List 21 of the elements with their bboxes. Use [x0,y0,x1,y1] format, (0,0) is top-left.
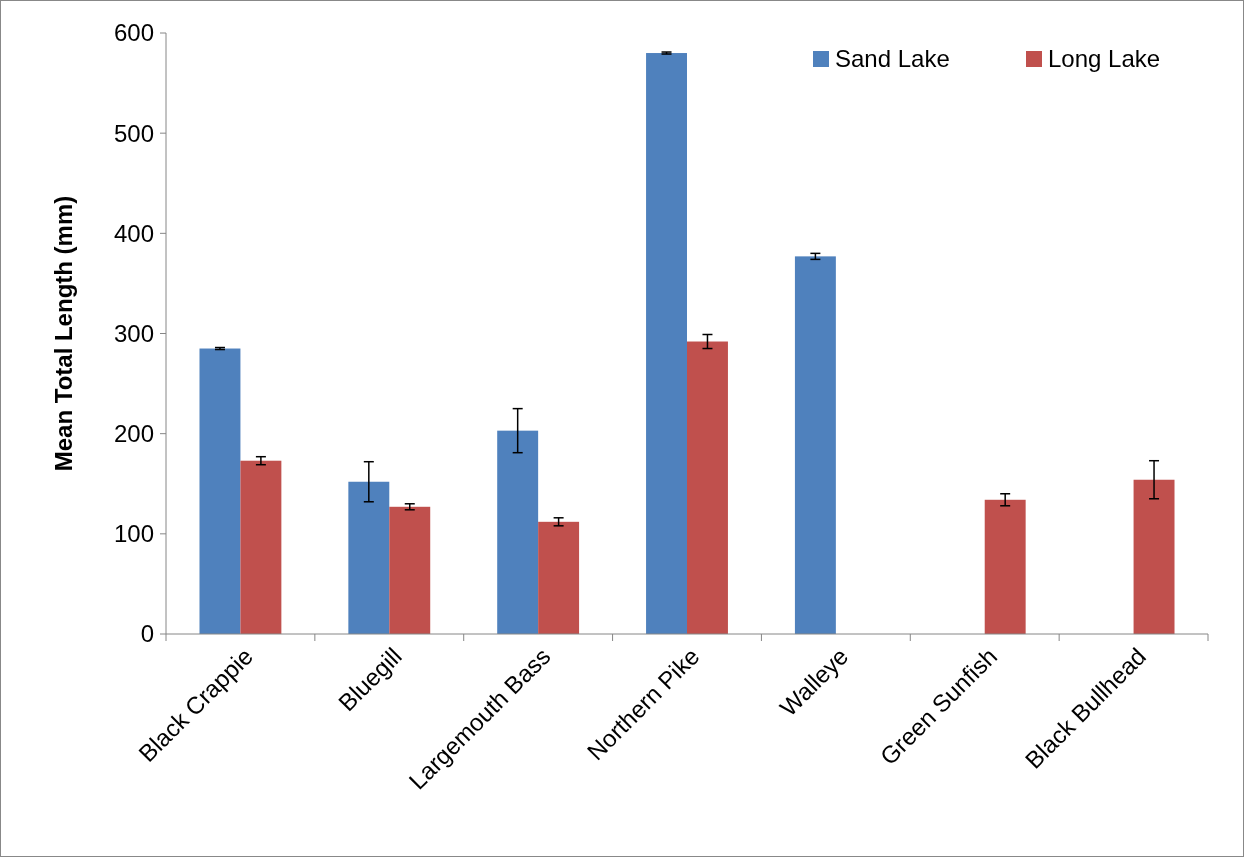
y-tick-label: 300 [113,319,154,347]
bar [984,499,1026,634]
bar [240,460,282,634]
y-tick-label: 400 [113,219,154,247]
y-tick-label: 600 [113,19,154,47]
bar [794,256,836,634]
bar [1133,479,1175,634]
y-axis-title: Mean Total Length (mm) [50,195,77,472]
bar [538,521,580,634]
y-tick-label: 500 [113,119,154,147]
bar [389,506,431,634]
bar [646,53,687,634]
y-tick-label: 200 [113,420,154,448]
bar [199,348,241,634]
bar [497,430,539,634]
y-tick-label: 0 [140,620,154,648]
y-tick-label: 100 [113,520,154,548]
legend-label: Sand Lake [835,45,950,73]
bar [348,481,390,634]
bar [687,341,728,634]
legend-label: Long Lake [1048,45,1161,73]
